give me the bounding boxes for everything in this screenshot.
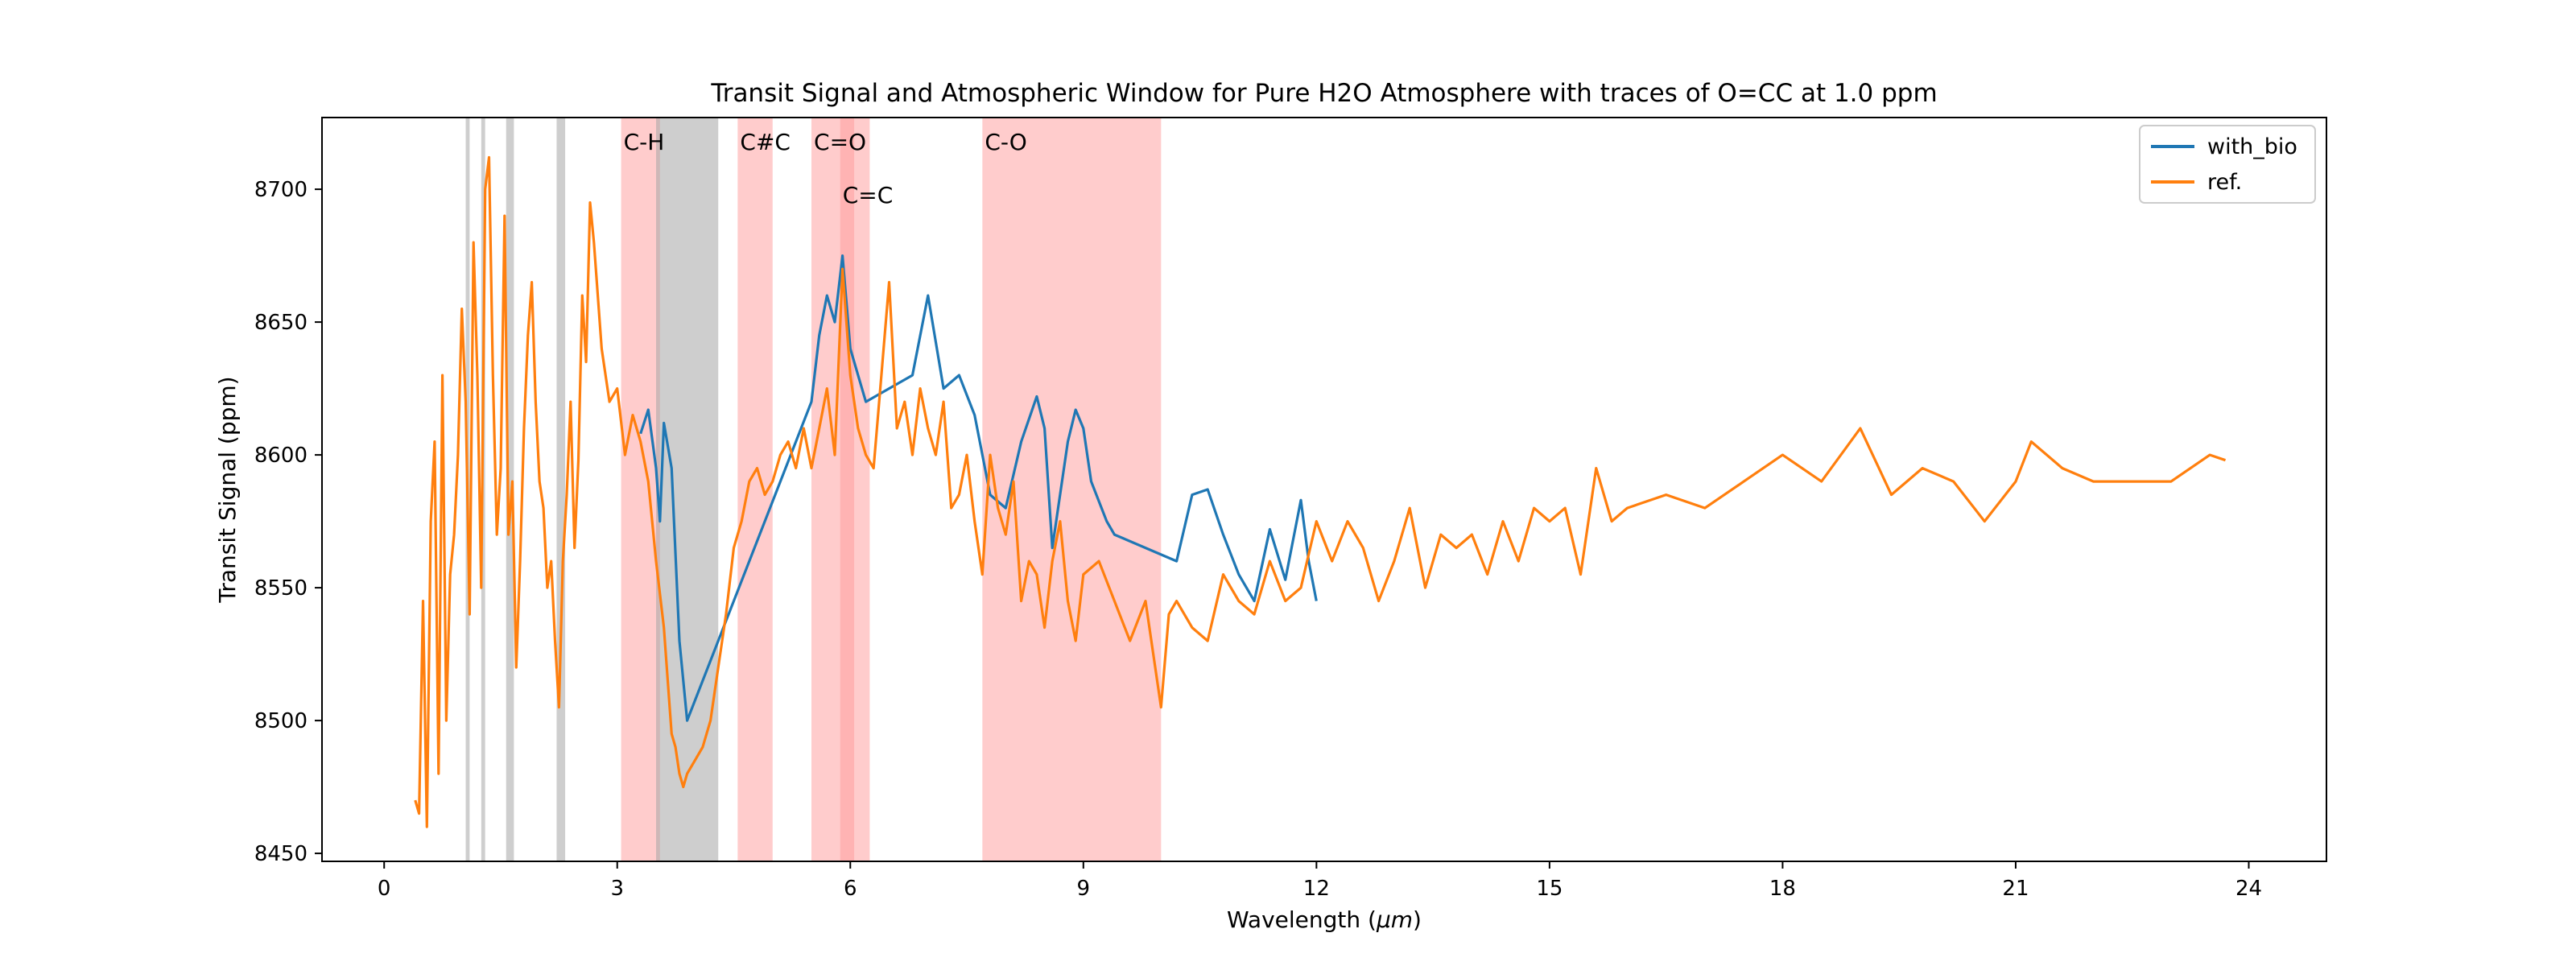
y-tick-label: 8600 [254, 444, 308, 468]
band-label-2: C=O [814, 129, 866, 155]
x-tick-label: 15 [1536, 877, 1563, 901]
x-tick-label: 18 [1769, 877, 1796, 901]
x-tick-label: 9 [1077, 877, 1091, 901]
series-layer [414, 155, 2227, 828]
x-tick-label: 24 [2235, 877, 2262, 901]
window-band-2 [506, 118, 514, 861]
band-label-4: C-O [985, 129, 1026, 155]
window-band-3 [556, 118, 566, 861]
x-tick-label: 3 [610, 877, 624, 901]
y-tick-label: 8650 [254, 311, 308, 335]
y-tick-label: 8700 [254, 178, 308, 202]
y-tick-label: 8500 [254, 709, 308, 733]
chart-title: Transit Signal and Atmospheric Window fo… [710, 79, 1937, 108]
functional-band-3 [840, 118, 870, 861]
functional-band-0 [621, 118, 660, 861]
band-label-1: C#C [740, 129, 791, 155]
series-line-ref [414, 155, 2227, 828]
y-tick-label: 8550 [254, 576, 308, 601]
y-tick-label: 8450 [254, 842, 308, 866]
band-label-layer: C-H C#C C=O C=C C-O [624, 129, 1027, 208]
x-axis: 0 3 6 9 12 15 18 21 24 [378, 861, 2262, 901]
x-tick-label: 12 [1303, 877, 1330, 901]
legend-label-with-bio: with_bio [2207, 134, 2297, 159]
legend-label-ref: ref. [2207, 170, 2242, 195]
plot-frame [321, 117, 2327, 862]
x-axis-label-prefix: Wavelength ( [1227, 906, 1377, 933]
x-tick-label: 21 [2002, 877, 2029, 901]
band-label-0: C-H [624, 129, 665, 155]
x-axis-label-suffix: ) [1413, 906, 1422, 933]
y-axis: 8450 8500 8550 8600 8650 8700 [254, 178, 322, 866]
x-tick-label: 6 [844, 877, 857, 901]
window-band-4 [656, 118, 719, 861]
series-line-with-bio [639, 254, 1318, 722]
y-axis-label: Transit Signal (ppm) [214, 376, 241, 603]
x-axis-label: Wavelength (μm) [1227, 906, 1422, 933]
band-layer [465, 118, 1162, 861]
x-axis-label-unit: μm [1376, 906, 1413, 933]
band-label-3: C=C [843, 182, 894, 208]
legend: with_bio ref. [2139, 125, 2316, 204]
x-tick-label: 0 [378, 877, 391, 901]
